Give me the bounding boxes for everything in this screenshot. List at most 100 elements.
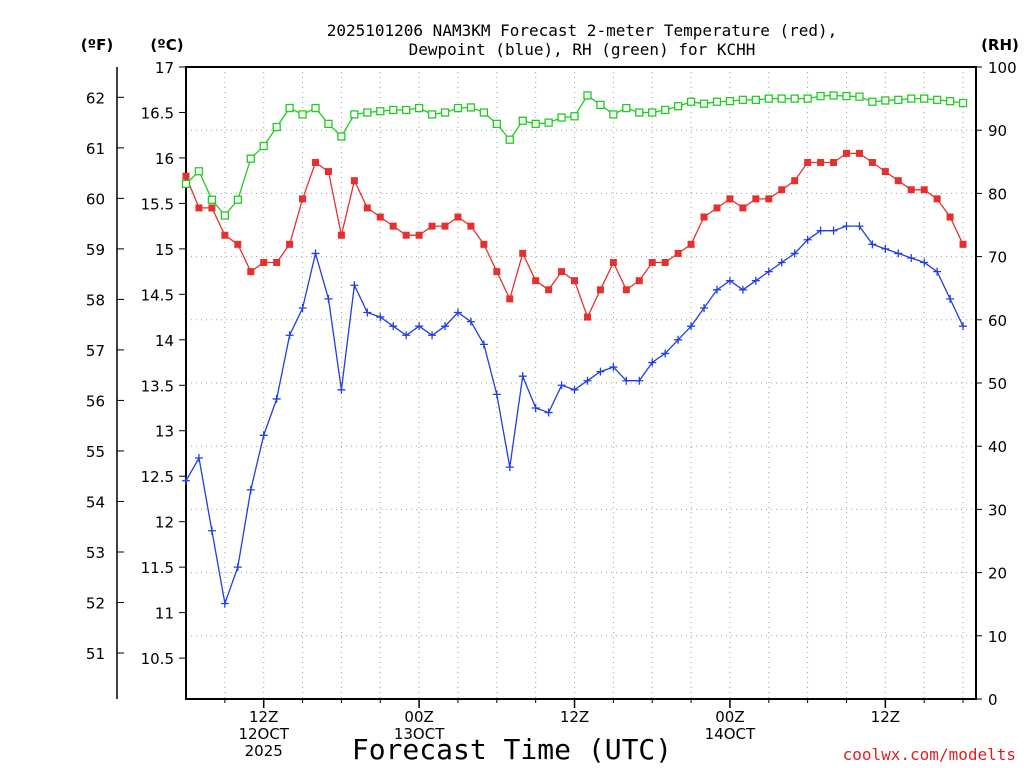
dewpoint-point	[596, 367, 605, 376]
x-tick-label: 12Z	[249, 708, 278, 726]
dewpoint-point	[337, 385, 346, 394]
temperature-point	[855, 149, 863, 157]
dewpoint-point	[803, 235, 812, 244]
celsius-tick-label: 14	[155, 332, 174, 350]
celsius-tick-label: 13.5	[141, 377, 174, 395]
temperature-point	[493, 268, 501, 276]
rh-point	[570, 112, 579, 121]
rh-point	[790, 94, 799, 103]
temperature-point	[687, 240, 695, 248]
x-tick-label: 12OCT	[238, 725, 289, 743]
rh-point	[855, 92, 864, 101]
x-tick-label: 14OCT	[705, 725, 756, 743]
rh-tick-label: 90	[988, 122, 1007, 140]
temperature-series	[182, 149, 967, 321]
fahrenheit-tick-label: 62	[86, 89, 105, 107]
dewpoint-point	[674, 335, 683, 344]
celsius-tick-label: 12	[155, 514, 174, 532]
dewpoint-point	[389, 322, 398, 331]
dewpoint-point	[764, 267, 773, 276]
dewpoint-point	[959, 322, 968, 331]
rh-point	[337, 132, 346, 141]
celsius-tick-label: 16.5	[141, 104, 174, 122]
dewpoint-point	[324, 294, 333, 303]
rh-point	[259, 141, 268, 151]
rh-point	[725, 96, 735, 106]
dewpoint-point	[829, 226, 838, 235]
dewpoint-point	[725, 276, 734, 285]
x-tick-label: 2025	[245, 742, 283, 760]
rh-point	[389, 105, 398, 115]
rh-point	[311, 103, 320, 113]
rh-point	[479, 108, 489, 117]
axes: 10.5 11 11.5 12 12.5 13 13.5 14 14.5 15 15.5 16 16.5…	[86, 59, 1017, 760]
temperature-point	[830, 158, 838, 166]
rh-point	[531, 119, 540, 129]
dewpoint-series	[182, 222, 968, 608]
rh-point	[220, 211, 230, 220]
temperature-point	[247, 268, 255, 276]
rh-point	[829, 91, 838, 100]
dewpoint-point	[751, 276, 760, 285]
dewpoint-point	[583, 376, 592, 385]
fahrenheit-tick-label: 56	[86, 392, 105, 410]
temperature-point	[765, 195, 773, 203]
temperature-point	[324, 168, 332, 176]
rh-point	[738, 95, 748, 105]
rh-point	[583, 91, 592, 100]
dewpoint-point	[777, 258, 786, 267]
temperature-point	[661, 259, 669, 267]
rh-tick-label: 80	[988, 185, 1007, 203]
dewpoint-point	[194, 454, 203, 463]
temperature-point	[817, 158, 825, 166]
celsius-tick-label: 11	[155, 605, 174, 623]
rh-point	[635, 108, 644, 117]
temperature-point	[622, 286, 630, 294]
dewpoint-point	[855, 222, 864, 231]
rh-point	[764, 94, 773, 103]
rh-point	[194, 167, 204, 176]
temperature-point	[700, 213, 708, 221]
dewpoint-point	[415, 322, 424, 331]
dewpoint-point	[453, 308, 462, 317]
dewpoint-point	[182, 476, 190, 485]
temperature-point	[376, 213, 384, 221]
temperature-point	[519, 249, 527, 257]
fahrenheit-tick-label: 57	[86, 342, 105, 360]
dewpoint-point	[246, 485, 255, 494]
x-tick-label: 00Z	[404, 708, 433, 726]
temperature-point	[363, 204, 371, 212]
rh-point	[233, 195, 242, 204]
dewpoint-point	[531, 404, 540, 413]
fahrenheit-tick-label: 61	[86, 140, 105, 158]
dewpoint-point	[376, 313, 385, 322]
temperature-point	[894, 177, 902, 185]
rh-point	[648, 108, 657, 117]
dewpoint-point	[894, 249, 903, 258]
dewpoint-point	[570, 385, 579, 394]
rh-point	[945, 96, 955, 106]
dewpoint-point	[259, 431, 268, 440]
fahrenheit-tick-label: 53	[86, 544, 105, 562]
rh-point	[699, 99, 709, 108]
rh-point	[816, 91, 825, 101]
temperature-point	[596, 286, 604, 294]
dewpoint-point	[518, 372, 527, 381]
x-tick-label: 12Z	[560, 708, 589, 726]
temperature-point	[648, 259, 656, 267]
celsius-tick-label: 13	[155, 423, 174, 441]
temperature-point	[350, 177, 358, 185]
temperature-point	[234, 240, 242, 248]
dewpoint-point	[441, 322, 450, 331]
dewpoint-point	[946, 294, 955, 303]
celsius-tick-label: 17	[155, 59, 174, 77]
rh-tick-label: 10	[988, 628, 1007, 646]
rh-point	[881, 96, 890, 105]
temperature-point	[635, 277, 643, 285]
rh-point	[298, 110, 307, 119]
temperature-point	[583, 313, 591, 321]
temperature-point	[337, 231, 345, 239]
temperature-point	[506, 295, 514, 303]
rh-point	[272, 122, 281, 132]
